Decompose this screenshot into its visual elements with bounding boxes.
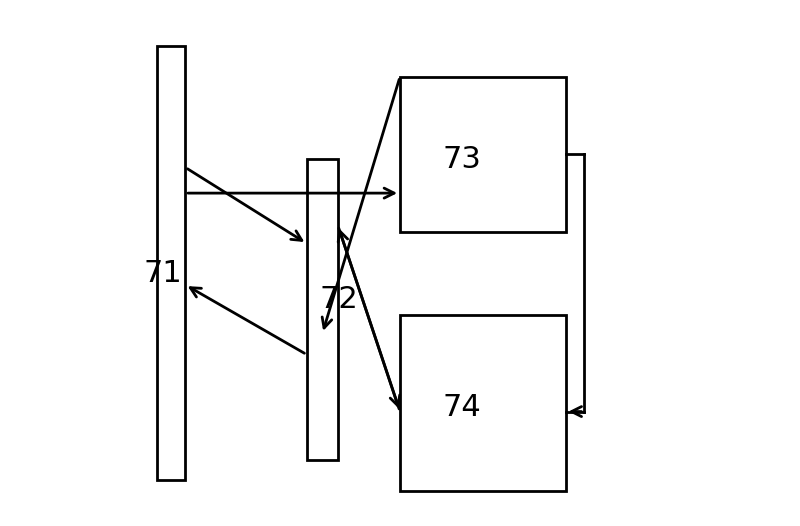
Text: 74: 74 — [442, 393, 482, 422]
Text: 72: 72 — [320, 285, 358, 313]
Bar — [400, 77, 566, 232]
Bar — [157, 46, 185, 480]
Bar — [400, 315, 566, 491]
Text: 71: 71 — [144, 259, 182, 288]
Bar — [307, 159, 338, 460]
Text: 73: 73 — [442, 145, 482, 174]
